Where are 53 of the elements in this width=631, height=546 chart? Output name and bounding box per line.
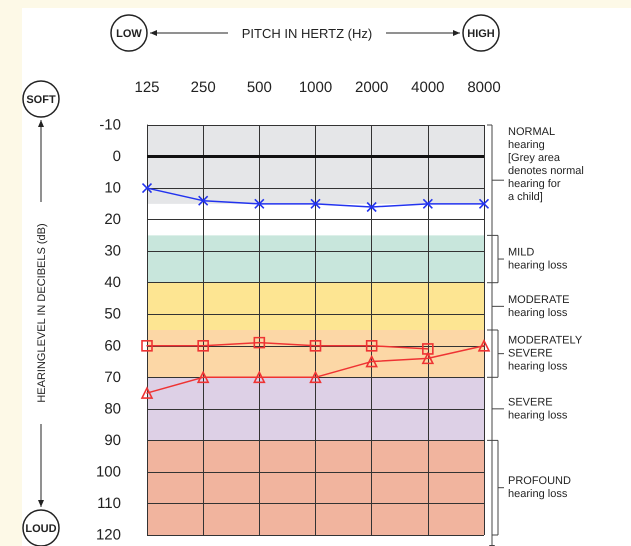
point — [254, 372, 266, 384]
point — [197, 372, 209, 384]
point — [366, 356, 378, 368]
point — [366, 340, 378, 352]
point — [310, 198, 321, 210]
y-tick-label: 80 — [104, 400, 121, 418]
y-tick-label: 60 — [104, 337, 121, 354]
x-tick-label: 500 — [246, 79, 272, 96]
x-tick-label: 250 — [190, 79, 216, 96]
y-tick-label: 110 — [97, 494, 121, 512]
y-tick-label: 100 — [96, 463, 121, 480]
y-tick-label: 70 — [104, 368, 121, 386]
x-axis-title: PITCH IN HERTZ (Hz) — [242, 26, 372, 41]
x-tick-label: 4000 — [411, 79, 445, 96]
point — [254, 198, 265, 210]
point — [478, 198, 490, 210]
band-label: MODERATE hearing loss — [508, 294, 570, 319]
y-tick-label: 120 — [96, 526, 121, 544]
y-tick-label: 20 — [104, 211, 121, 228]
band-label: MILD hearing loss — [508, 246, 568, 272]
point — [422, 198, 434, 210]
point — [422, 352, 434, 364]
point — [197, 340, 209, 352]
y-tick-label: 30 — [104, 242, 121, 260]
text: HIGH — [467, 28, 495, 40]
x-tick-label: 8000 — [467, 79, 501, 96]
y-tick-label: 50 — [104, 306, 121, 323]
text: SOFT — [26, 94, 56, 106]
x-tick-label: 1000 — [298, 79, 332, 96]
y-tick-label: -10 — [99, 116, 121, 134]
band-label: PROFOUND hearing loss — [508, 475, 571, 500]
y-tick-label: 40 — [104, 274, 121, 292]
point — [366, 202, 377, 212]
point — [310, 340, 322, 352]
band-label: SEVERE hearing loss — [508, 396, 568, 422]
y-tick-label: 0 — [112, 148, 121, 166]
point — [198, 195, 208, 206]
y-tick-label: 10 — [104, 180, 121, 197]
point — [141, 387, 153, 399]
band-label: MODERATELY SEVERE hearing loss — [508, 334, 583, 373]
text: LOUD — [25, 523, 57, 535]
point — [478, 340, 490, 352]
y-axis-title: HEARINGLEVEL IN DECIBELS (dB) — [36, 223, 48, 403]
point — [142, 182, 152, 194]
point — [254, 336, 266, 348]
point — [422, 343, 434, 355]
point — [310, 372, 322, 384]
band-label: NORMAL hearing [Grey area denotes normal hearing for a child] — [508, 126, 584, 203]
point — [141, 340, 153, 352]
y-tick-label: 90 — [104, 432, 121, 449]
x-tick-label: 2000 — [354, 79, 388, 96]
x-tick-label: 125 — [134, 79, 160, 96]
text: LOW — [116, 28, 142, 40]
